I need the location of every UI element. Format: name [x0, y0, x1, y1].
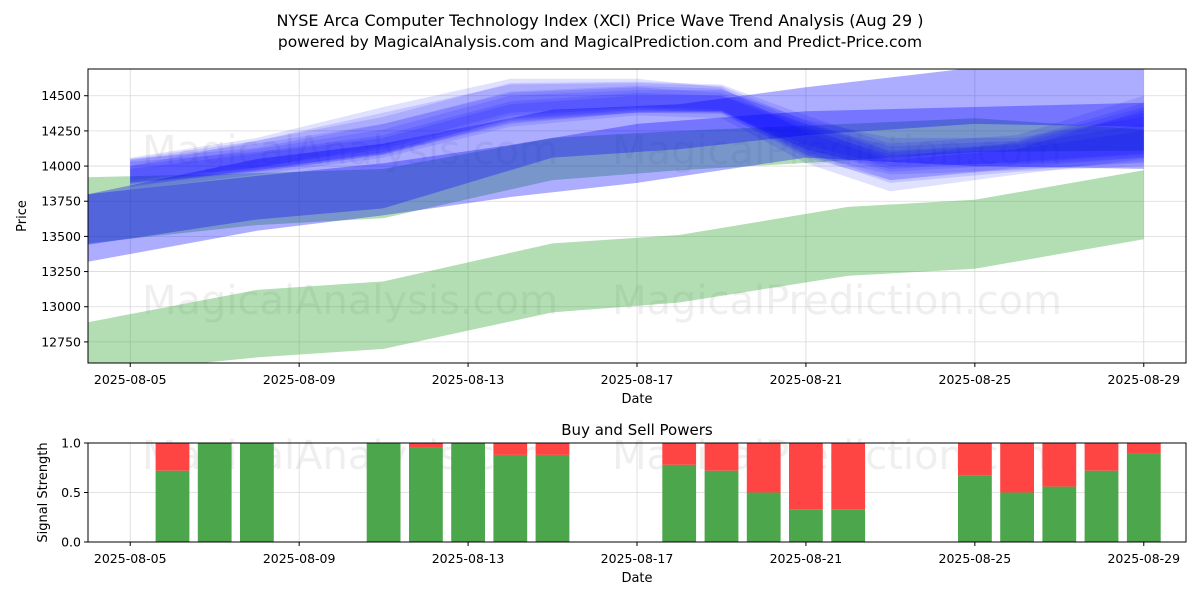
chart-subtitle: powered by MagicalAnalysis.com and Magic… [278, 33, 922, 51]
buy-bar [535, 454, 570, 542]
buy-bar [958, 475, 992, 542]
price-plot-area [88, 69, 1144, 363]
watermark-layer: MagicalAnalysis.com MagicalPrediction.com… [142, 128, 1062, 324]
y-axis-label: Signal Strength [36, 442, 51, 542]
sell-bar [155, 443, 190, 471]
y-tick-label: 0.5 [61, 485, 81, 500]
blue-wave-band [130, 78, 1144, 183]
sell-bar [789, 443, 823, 510]
buy-sell-panel: Buy and Sell PowersMagicalAnalysis.comMa… [36, 421, 1187, 586]
blue-wave-band [130, 83, 1144, 183]
x-tick-label: 2025-08-29 [1107, 372, 1180, 387]
x-tick-label: 2025-08-13 [432, 372, 505, 387]
y-tick-label: 13000 [41, 299, 81, 314]
x-tick-label: 2025-08-25 [939, 551, 1012, 566]
signal-bars [155, 443, 1161, 542]
sell-bar [493, 443, 528, 455]
y-axis-label: Price [15, 200, 30, 232]
x-tick-label: 2025-08-17 [601, 372, 674, 387]
y-tick-label: 13500 [41, 229, 81, 244]
x-tick-label: 2025-08-13 [432, 551, 505, 566]
blue-wave-band [88, 102, 1144, 262]
sell-bar [746, 443, 781, 493]
blue-wave-band [130, 81, 1144, 188]
sell-bar [1042, 443, 1077, 487]
buy-bar [1126, 453, 1161, 542]
watermark-text: MagicalAnalysis.com [142, 278, 558, 324]
sell-bar [409, 443, 443, 448]
y-tick-label: 13750 [41, 194, 81, 209]
blue-wave-band [88, 69, 1144, 245]
price-grid [88, 69, 1186, 363]
y-tick-label: 14000 [41, 159, 81, 174]
x-tick-label: 2025-08-09 [263, 551, 336, 566]
green-wave-band [88, 118, 1144, 244]
buy-bar [197, 443, 232, 542]
watermark-text: MagicalPrediction.com [612, 278, 1062, 324]
buy-bar [409, 447, 443, 542]
buy-sell-title: Buy and Sell Powers [561, 421, 713, 439]
x-tick-label: 2025-08-21 [770, 372, 843, 387]
buy-bar [1084, 470, 1119, 542]
blue-wave-band [130, 90, 1144, 185]
sell-bar [831, 443, 866, 510]
buy-bar [493, 454, 528, 542]
y-tick-label: 14250 [41, 123, 81, 138]
y-tick-label: 12750 [41, 334, 81, 349]
x-tick-label: 2025-08-29 [1107, 551, 1180, 566]
x-axis-label: Date [621, 392, 652, 407]
buy-bar [451, 443, 485, 542]
x-tick-label: 2025-08-05 [94, 551, 167, 566]
x-tick-label: 2025-08-05 [94, 372, 167, 387]
blue-wave-band [130, 85, 1144, 186]
blue-wave-band [130, 87, 1144, 192]
price-panel: MagicalAnalysis.com MagicalPrediction.com… [15, 68, 1187, 407]
x-tick-label: 2025-08-17 [601, 551, 674, 566]
buy-bar [155, 470, 190, 542]
sell-bar [1126, 443, 1161, 454]
x-tick-label: 2025-08-25 [939, 372, 1012, 387]
sell-bar [662, 443, 697, 465]
y-tick-label: 14500 [41, 88, 81, 103]
chart-title: NYSE Arca Computer Technology Index (XCI… [277, 11, 924, 30]
x-tick-label: 2025-08-09 [263, 372, 336, 387]
buy-bar [746, 492, 781, 542]
buy-bar [704, 470, 739, 542]
buy-bar [1000, 492, 1034, 542]
blue-wave-band [130, 92, 1144, 183]
y-tick-label: 0.0 [61, 535, 81, 550]
buy-bar [789, 509, 823, 542]
buy-bar [1042, 486, 1077, 542]
buy-bar [662, 464, 697, 542]
watermark-text: MagicalAnalysis.com [142, 128, 558, 174]
watermark-text: MagicalPrediction.com [612, 128, 1062, 174]
sell-bar [1000, 443, 1034, 493]
sell-bar [704, 443, 739, 471]
sell-bar [1084, 443, 1119, 471]
x-axis-label: Date [621, 571, 652, 586]
buy-bar [366, 443, 401, 542]
x-tick-label: 2025-08-21 [770, 551, 843, 566]
buy-bar [240, 443, 274, 542]
green-wave-band [88, 170, 1144, 363]
sell-bar [535, 443, 570, 455]
blue-wave-band [130, 95, 1144, 183]
buy-bar [831, 509, 866, 542]
y-tick-label: 1.0 [61, 436, 81, 451]
sell-bar [958, 443, 992, 476]
y-tick-label: 13250 [41, 264, 81, 279]
